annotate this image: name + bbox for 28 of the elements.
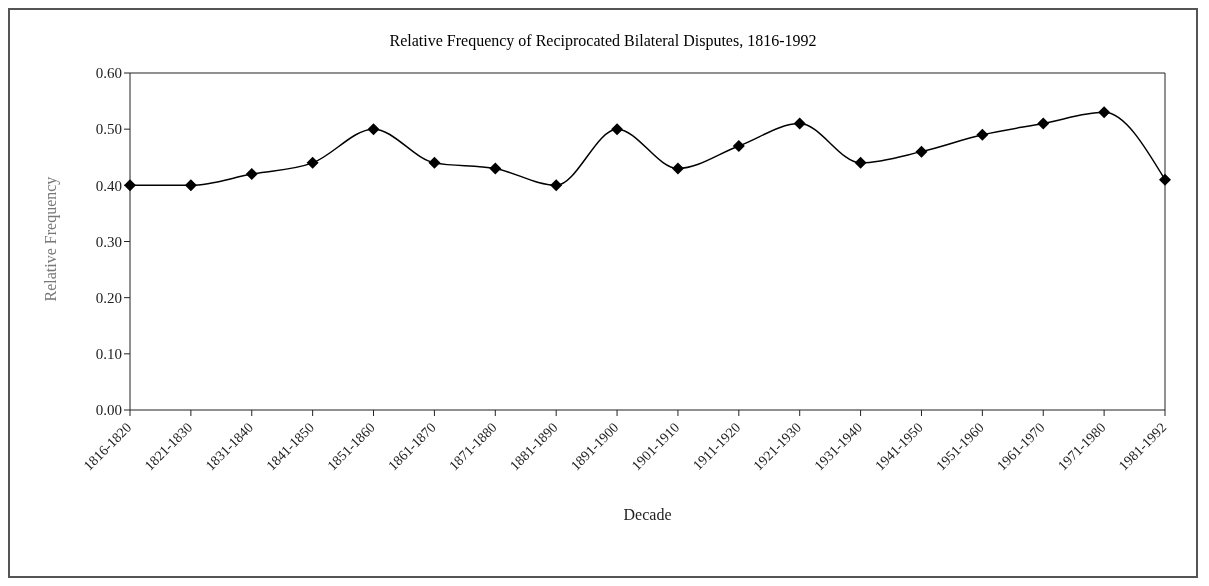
point: [428, 156, 441, 169]
y-tick-label: 0.40: [95, 177, 122, 194]
point: [367, 123, 380, 136]
y-tick-label: 0.50: [95, 121, 122, 138]
point: [611, 123, 624, 136]
point: [976, 128, 989, 141]
point: [1159, 173, 1171, 186]
point: [793, 117, 806, 130]
point: [124, 179, 136, 192]
point: [489, 162, 502, 175]
y-axis-title: Relative Frequency: [41, 176, 60, 302]
chart-title: Relative Frequency of Reciprocated Bilateral Disputes, 1816-1992: [388, 32, 818, 50]
point: [550, 179, 563, 192]
point: [306, 156, 319, 169]
x-axis-title: Decade: [623, 506, 672, 523]
point: [184, 179, 197, 192]
point: [1098, 106, 1111, 119]
point: [854, 156, 867, 169]
y-tick-label: 0.30: [95, 233, 122, 250]
point: [671, 162, 684, 175]
y-tick-label: 0.00: [95, 402, 122, 419]
point: [245, 168, 258, 181]
y-tick-label: 0.60: [95, 65, 122, 82]
y-tick-label: 0.10: [95, 346, 122, 363]
point: [732, 140, 745, 153]
point: [915, 145, 928, 158]
y-tick-label: 0.20: [95, 289, 122, 306]
point: [1037, 117, 1050, 130]
